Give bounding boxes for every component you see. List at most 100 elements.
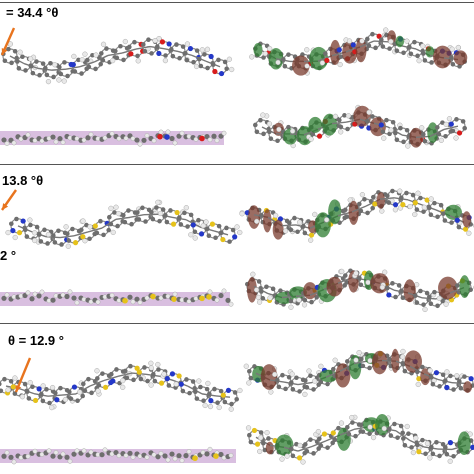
carbon-atom [393, 294, 398, 300]
hydrogen-atom [179, 130, 185, 136]
hydrogen-atom [413, 435, 419, 441]
hydrogen-atom [407, 203, 413, 210]
hetero-atom [128, 51, 134, 57]
carbon-atom [318, 443, 324, 448]
carbon-atom [421, 302, 426, 307]
carbon-atom [177, 55, 182, 61]
carbon-atom [134, 137, 140, 143]
carbon-atom [198, 384, 203, 390]
hetero-atom [386, 292, 392, 298]
carbon-atom [415, 369, 420, 375]
hydrogen-atom [67, 458, 73, 464]
carbon-atom [136, 217, 142, 222]
orbital-lobe [371, 350, 388, 375]
hydrogen-atom [87, 224, 93, 230]
carbon-atom [317, 436, 322, 442]
hydrogen-atom [122, 38, 128, 45]
carbon-atom [400, 295, 406, 301]
hydrogen-atom [109, 131, 115, 137]
carbon-atom [385, 285, 390, 291]
carbon-atom [224, 66, 229, 72]
carbon-atom [169, 135, 175, 142]
carbon-atom [423, 451, 428, 457]
carbon-atom [385, 193, 390, 199]
carbon-atom [450, 128, 456, 134]
carbon-atom [198, 63, 204, 69]
hydrogen-atom [144, 295, 150, 301]
carbon-atom [170, 53, 176, 59]
hydrogen-atom [228, 301, 234, 307]
hydrogen-atom [447, 458, 453, 464]
hydrogen-atom [379, 284, 385, 290]
orbital-lobe [457, 431, 471, 455]
carbon-atom [388, 433, 394, 438]
hydrogen-atom [427, 455, 433, 461]
carbon-atom [278, 288, 283, 294]
hydrogen-atom [115, 210, 122, 217]
hydrogen-atom [5, 387, 11, 393]
carbon-atom [222, 59, 228, 65]
carbon-atom [56, 228, 61, 234]
hydrogen-atom [422, 306, 428, 313]
carbon-atom [99, 452, 105, 458]
hydrogen-atom [52, 62, 58, 68]
carbon-atom [192, 229, 198, 235]
hetero-atom [218, 70, 225, 77]
carbon-atom [365, 210, 370, 216]
carbon-atom [180, 44, 186, 49]
hetero-atom [378, 122, 384, 128]
carbon-atom [39, 391, 44, 397]
hydrogen-atom [228, 452, 234, 458]
hydrogen-atom [148, 382, 154, 388]
hetero-atom [164, 376, 170, 382]
carbon-atom [462, 125, 467, 131]
hydrogen-atom [172, 291, 178, 297]
hydrogen-atom [135, 58, 141, 64]
orbital-lobe [375, 413, 390, 436]
carbon-atom [194, 48, 200, 53]
hydrogen-atom [228, 406, 234, 412]
hydrogen-atom [419, 125, 425, 131]
carbon-atom [234, 397, 239, 402]
hydrogen-atom [46, 448, 52, 454]
carbon-atom [50, 453, 56, 459]
carbon-atom [22, 381, 28, 387]
hetero-atom [220, 236, 226, 243]
hydrogen-atom [349, 414, 355, 421]
hydrogen-atom [367, 424, 373, 430]
carbon-atom [146, 37, 151, 43]
carbon-atom [81, 381, 86, 387]
orbital-lobe [292, 55, 310, 76]
orbital-lobe [329, 39, 341, 66]
carbon-atom [15, 59, 20, 64]
hydrogen-atom [11, 459, 17, 465]
carbon-atom [440, 298, 445, 304]
carbon-atom [451, 387, 456, 392]
carbon-atom [127, 450, 133, 456]
carbon-atom [53, 390, 58, 396]
carbon-atom [169, 47, 174, 52]
hydrogen-atom [186, 449, 192, 455]
carbon-atom [30, 70, 36, 76]
hydrogen-atom [27, 56, 34, 62]
carbon-atom [122, 219, 128, 225]
hydrogen-atom [110, 57, 116, 64]
carbon-atom [401, 50, 406, 56]
hydrogen-atom [301, 302, 308, 308]
carbon-atom [12, 48, 18, 54]
carbon-atom [344, 214, 350, 219]
carbon-atom [204, 134, 210, 140]
carbon-atom [143, 219, 148, 224]
hydrogen-atom [410, 449, 417, 456]
hydrogen-atom [255, 294, 262, 301]
carbon-atom [142, 48, 148, 54]
hydrogen-atom [356, 349, 362, 356]
orbital-lobe [353, 105, 372, 127]
carbon-atom [98, 61, 103, 67]
orbital-lobe [247, 205, 261, 229]
orbital-lobe [459, 275, 470, 298]
carbon-atom [275, 377, 280, 383]
hydrogen-atom [53, 139, 59, 145]
hydrogen-atom [438, 137, 444, 143]
